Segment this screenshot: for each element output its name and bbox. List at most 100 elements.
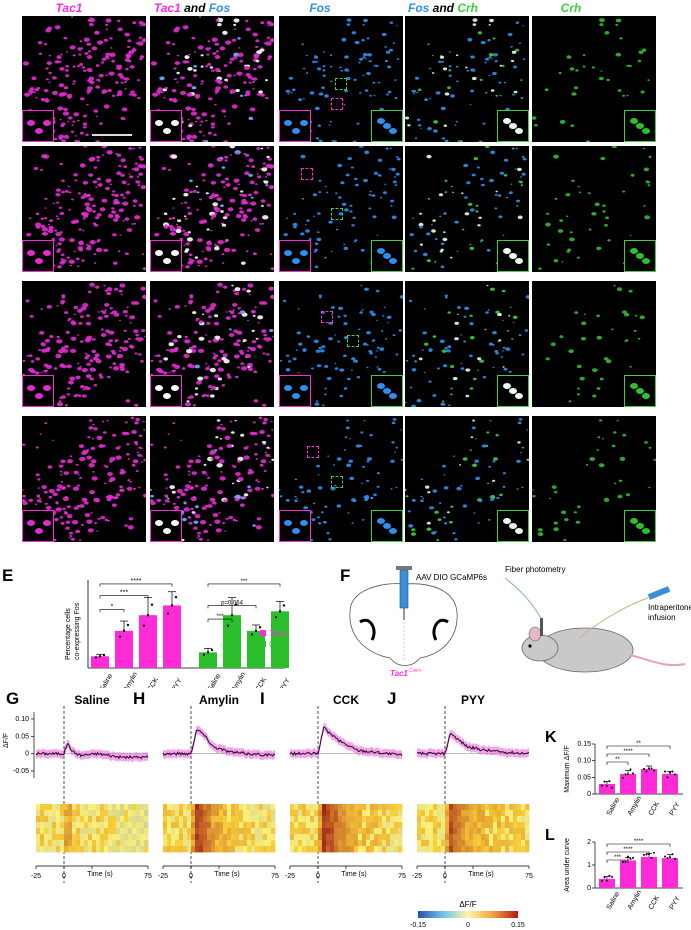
cell-mark — [454, 321, 459, 325]
data-point — [666, 856, 669, 859]
cell-mark — [423, 371, 426, 374]
heatmap-cell — [48, 822, 53, 829]
inset-cell — [155, 250, 163, 256]
cell-mark — [361, 309, 364, 311]
heatmap-cell — [259, 816, 264, 823]
cell-mark — [469, 104, 472, 106]
cell-mark — [440, 106, 446, 111]
cell-mark — [123, 118, 126, 121]
cell-mark — [449, 520, 453, 524]
panel-letter-l: L — [545, 827, 555, 844]
cell-mark — [364, 150, 370, 155]
cell-mark — [55, 502, 59, 505]
heatmap-cell — [469, 828, 474, 835]
cell-mark — [382, 370, 386, 373]
heatmap-cell — [330, 822, 335, 829]
cell-mark — [306, 489, 312, 493]
cell-mark — [456, 80, 459, 83]
cell-mark — [193, 74, 198, 78]
syringe-icon — [399, 569, 409, 609]
column-title-part: Fos — [309, 1, 331, 15]
cell-mark — [584, 313, 586, 315]
data-point — [627, 855, 629, 858]
cell-mark — [34, 371, 40, 375]
panel-letter-k: K — [545, 729, 557, 746]
heatmap-cell — [36, 822, 41, 829]
heatmap-cell — [366, 846, 371, 853]
cell-mark — [331, 139, 335, 142]
cell-mark — [81, 367, 88, 373]
cell-mark — [56, 217, 60, 220]
heatmap-cell — [334, 816, 339, 823]
heatmap-cell — [417, 816, 422, 823]
cell-mark — [250, 309, 256, 314]
heatmap-cell — [294, 816, 299, 823]
cell-mark — [209, 524, 212, 526]
cell-mark — [115, 455, 122, 460]
cell-mark — [72, 80, 76, 83]
heatmap-cell — [481, 804, 486, 811]
cell-mark — [346, 76, 351, 81]
heatmap-cell — [298, 828, 303, 835]
heatmap-cell — [235, 834, 240, 841]
heatmap-cell — [187, 804, 192, 811]
heatmap-cell — [501, 804, 506, 811]
inset-magenta — [22, 375, 54, 407]
cell-mark — [46, 61, 53, 65]
heatmap-cell — [179, 840, 184, 847]
heatmap-cell — [302, 816, 307, 823]
cell-mark — [252, 524, 256, 527]
heatmap-cell — [421, 822, 426, 829]
heatmap-cell — [302, 804, 307, 811]
cell-mark — [366, 479, 370, 482]
micrograph-image — [405, 418, 529, 542]
heatmap-cell — [437, 846, 442, 853]
micrograph — [532, 16, 656, 142]
inset-cell — [292, 258, 300, 264]
cell-mark — [300, 232, 305, 236]
heatmap-cell — [342, 810, 347, 817]
cell-mark — [396, 157, 401, 161]
significance-label: *** — [240, 579, 248, 585]
cell-mark — [324, 387, 327, 390]
cell-mark — [538, 267, 542, 270]
heatmap-cell — [314, 834, 319, 841]
cell-mark — [203, 257, 208, 261]
heatmap-cell — [366, 828, 371, 835]
cell-mark — [48, 81, 51, 84]
cell-mark — [244, 65, 250, 70]
cell-mark — [577, 387, 580, 390]
cell-mark — [112, 261, 118, 265]
cell-mark — [248, 293, 251, 296]
cell-mark — [176, 225, 182, 230]
heatmap-cell — [247, 828, 252, 835]
cell-mark — [334, 367, 339, 370]
cell-mark — [442, 364, 448, 368]
cell-mark — [119, 365, 122, 368]
cell-mark — [376, 472, 380, 475]
heatmap-cell — [132, 816, 137, 823]
inset-cell — [642, 528, 650, 534]
heatmap-cell — [322, 846, 327, 853]
heatmap-cell — [437, 822, 442, 829]
cell-mark — [95, 499, 100, 503]
cell-mark — [172, 338, 179, 343]
heatmap-cell — [485, 822, 490, 829]
cell-mark — [343, 246, 349, 250]
cell-mark — [463, 340, 467, 343]
cell-mark — [247, 283, 254, 288]
heatmap-cell — [382, 804, 387, 811]
heatmap-cell — [302, 834, 307, 841]
heatmap-cell — [231, 822, 236, 829]
cell-mark — [250, 220, 253, 222]
micrograph — [150, 416, 274, 542]
cell-mark — [119, 485, 123, 489]
cell-mark — [507, 330, 510, 332]
y-tick-label: 0.05 — [15, 733, 29, 740]
data-point — [258, 626, 262, 629]
cell-mark — [47, 228, 54, 234]
cell-mark — [195, 185, 198, 188]
fiber-label: Fiber photometry — [505, 565, 565, 574]
cell-mark — [390, 459, 395, 463]
cell-mark — [69, 531, 73, 535]
